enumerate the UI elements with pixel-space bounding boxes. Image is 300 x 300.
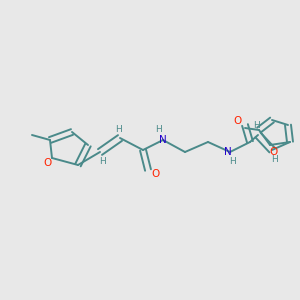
Text: N: N <box>224 147 232 157</box>
Text: H: H <box>271 154 278 164</box>
Text: H: H <box>253 122 260 130</box>
Text: H: H <box>115 124 122 134</box>
Text: H: H <box>229 157 236 166</box>
Text: N: N <box>159 135 167 145</box>
Text: O: O <box>269 147 277 157</box>
Text: O: O <box>152 169 160 179</box>
Text: H: H <box>99 157 105 166</box>
Text: O: O <box>44 158 52 168</box>
Text: O: O <box>233 116 241 126</box>
Text: H: H <box>154 125 161 134</box>
